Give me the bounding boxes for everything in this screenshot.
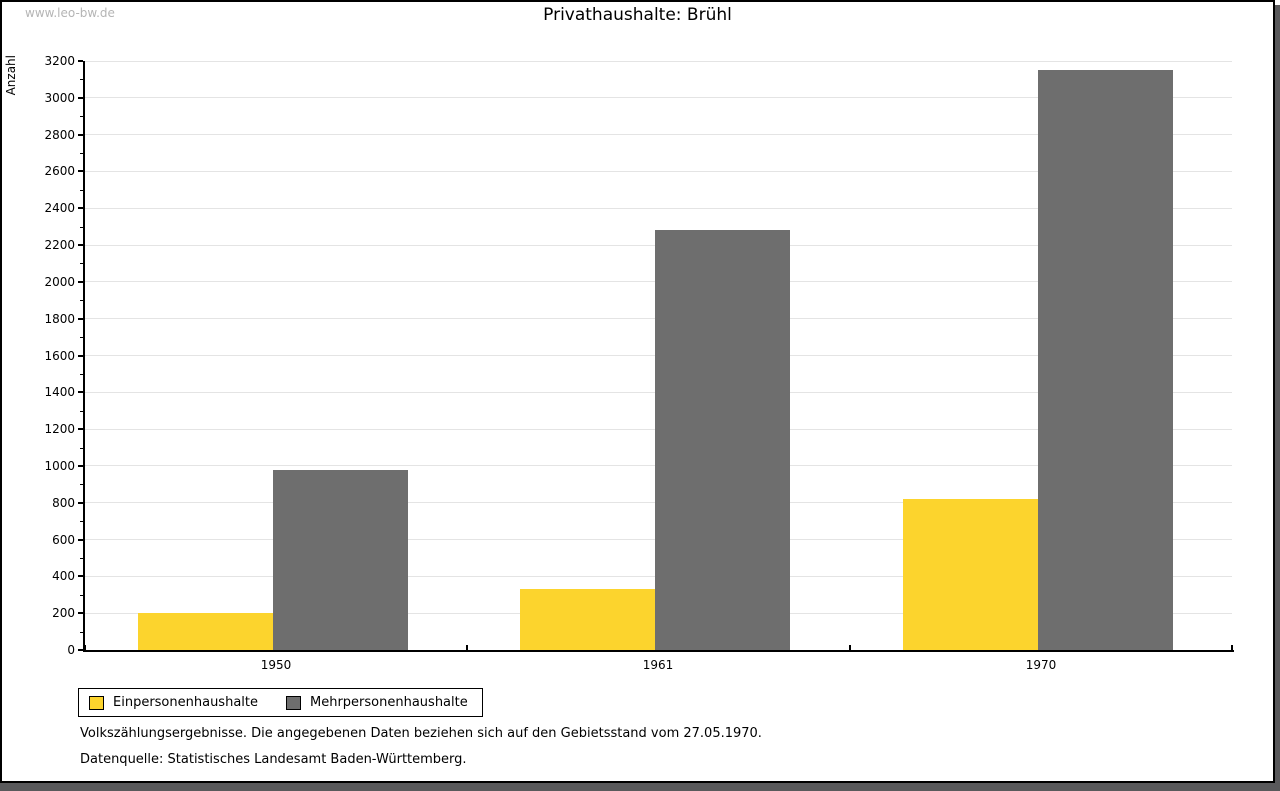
y-axis-line [83,61,85,652]
y-tick-minor [80,337,83,339]
y-tick [78,612,83,615]
y-axis-title: Anzahl [4,55,18,96]
gridline [85,60,1232,62]
y-tick [78,464,83,467]
bar-1961-einpersonenhaushalte [520,589,655,650]
y-tick [78,60,83,62]
y-tick [78,244,83,247]
y-tick-minor [80,594,83,596]
y-tick-label: 600 [52,532,75,547]
y-tick-minor [80,373,83,375]
y-tick-label: 3200 [44,54,75,68]
window-shadow-bottom [0,783,1280,791]
y-tick [78,133,83,136]
y-tick-label: 1600 [44,348,75,363]
y-tick [78,391,83,394]
y-tick [78,538,83,541]
legend: Einpersonenhaushalte Mehrpersonenhaushal… [78,688,483,717]
y-tick [78,501,83,504]
y-tick [78,170,83,173]
y-tick-minor [80,153,83,155]
legend-swatch-mehrpersonenhaushalte [286,695,301,710]
x-tick-label-1970: 1970 [1025,658,1057,672]
bar-1950-einpersonenhaushalte [138,613,273,650]
bar-1970-einpersonenhaushalte [903,499,1038,650]
y-tick-minor [80,410,83,412]
y-tick-label: 800 [52,495,75,510]
legend-swatch-einpersonenhaushalte [89,695,104,710]
legend-label: Mehrpersonenhaushalte [310,695,468,710]
y-tick-minor [80,226,83,228]
y-tick-minor [80,189,83,191]
y-tick [78,280,83,283]
y-tick-label: 2600 [44,164,75,179]
y-tick-minor [80,116,83,118]
y-tick-minor [80,79,83,81]
footer-data-source: Datenquelle: Statistisches Landesamt Bad… [80,752,467,767]
y-tick-minor [80,484,83,486]
y-tick-minor [80,557,83,559]
x-boundary-tick [84,645,86,650]
bar-1950-mehrpersonenhaushalte [273,470,408,650]
y-tick-label: 3000 [44,90,75,105]
y-tick-label: 1800 [44,311,75,326]
y-tick-minor [80,300,83,302]
x-tick-label-1950: 1950 [260,658,292,672]
y-tick-label: 2000 [44,274,75,289]
y-tick-label: 0 [67,643,75,657]
y-tick-label: 1200 [44,422,75,437]
y-tick [78,317,83,320]
x-boundary-tick [1231,645,1233,650]
y-tick-minor [80,447,83,449]
y-tick [78,428,83,431]
bar-1970-mehrpersonenhaushalte [1038,70,1173,650]
gridline [85,170,1232,172]
legend-item-einpersonenhaushalte: Einpersonenhaushalte [89,695,258,710]
y-tick-minor [80,521,83,523]
y-tick [78,575,83,578]
y-tick-minor [80,263,83,265]
y-tick-label: 1400 [44,385,75,400]
y-tick-label: 2400 [44,201,75,216]
y-tick-label: 1000 [44,458,75,473]
plot-area: 0 200 400 600 800 1000 1200 1400 1600 1800 2000 220… [44,55,1233,672]
chart-title: Privathaushalte: Brühl [543,5,732,25]
y-tick-label: 2200 [44,238,75,253]
watermark: www.leo-bw.de [25,6,115,20]
x-tick-label-1961: 1961 [642,658,674,672]
y-tick-label: 2800 [44,127,75,142]
y-tick [78,649,83,651]
x-boundary-tick [849,645,851,650]
legend-item-mehrpersonenhaushalte: Mehrpersonenhaushalte [286,695,468,710]
x-axis-line [83,650,1234,652]
y-tick [78,96,83,99]
y-tick [78,354,83,357]
window-shadow-right [1275,5,1280,791]
gridline [85,97,1232,99]
y-tick-minor [80,631,83,633]
y-tick [78,207,83,210]
gridline [85,207,1232,209]
x-boundary-tick [466,645,468,650]
y-tick-label: 400 [52,569,75,584]
gridline [85,134,1232,136]
footer-source-note: Volkszählungsergebnisse. Die angegebenen… [80,726,762,741]
legend-label: Einpersonenhaushalte [113,695,258,710]
y-tick-label: 200 [52,606,75,621]
bar-1961-mehrpersonenhaushalte [655,230,790,650]
